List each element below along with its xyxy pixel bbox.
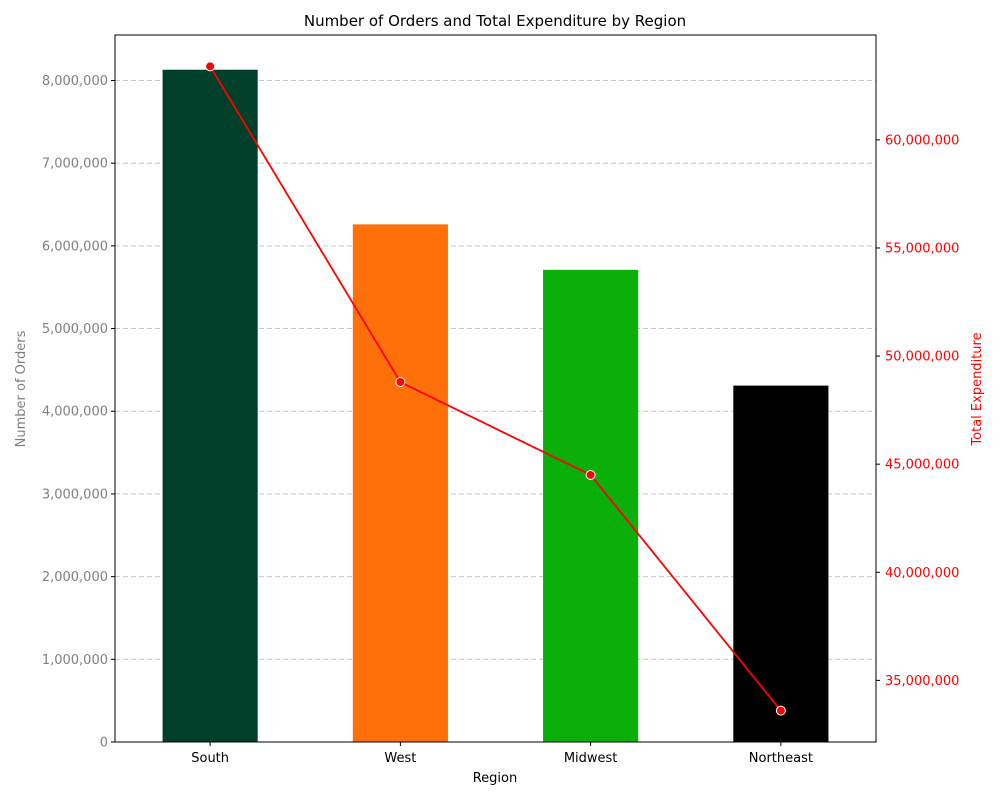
- expenditure-point-northeast: [775, 705, 786, 716]
- x-tick-label: West: [384, 751, 416, 766]
- expenditure-point-south: [205, 61, 216, 72]
- x-tick-label: Northeast: [749, 751, 813, 766]
- y-left-tick-label: 5,000,000: [42, 322, 108, 337]
- bar-northeast: [733, 385, 829, 742]
- y-left-tick-label: 1,000,000: [42, 653, 108, 668]
- y-axis-left-title: Number of Orders: [14, 330, 29, 447]
- y-left-tick-label: 7,000,000: [42, 157, 108, 172]
- bars: [162, 69, 829, 742]
- expenditure-line: [205, 61, 786, 716]
- x-axis-title: Region: [473, 771, 518, 786]
- y-left-tick-label: 3,000,000: [42, 487, 108, 502]
- y-right-tick-label: 60,000,000: [885, 133, 959, 148]
- expenditure-line-path: [209, 65, 782, 712]
- y-right-tick-label: 45,000,000: [885, 458, 959, 473]
- axes: 0 1,000,000 2,000,000 3,000,000 4,000,000 5,0…: [42, 34, 959, 766]
- bar-west: [352, 224, 448, 742]
- y-left-tick-label: 0: [100, 736, 108, 751]
- y-left-tick-label: 6,000,000: [42, 239, 108, 254]
- x-tick-label: Midwest: [564, 751, 618, 766]
- y-left-tick-label: 8,000,000: [42, 74, 108, 89]
- chart-title: Number of Orders and Total Expenditure b…: [304, 12, 686, 30]
- y-left-tick-label: 4,000,000: [42, 405, 108, 420]
- y-right-tick-label: 55,000,000: [885, 241, 959, 256]
- x-tick-label: South: [191, 751, 229, 766]
- y-right-tick-label: 35,000,000: [885, 674, 959, 689]
- y-right-tick-label: 40,000,000: [885, 566, 959, 581]
- expenditure-point-west: [395, 377, 406, 388]
- expenditure-point-midwest: [585, 469, 596, 480]
- y-right-tick-label: 50,000,000: [885, 350, 959, 365]
- plot-frame: [114, 34, 877, 743]
- bar-midwest: [543, 269, 639, 742]
- y-axis-right-title: Total Expenditure: [970, 332, 985, 446]
- y-left-tick-label: 2,000,000: [42, 570, 108, 585]
- bar-south: [162, 69, 258, 742]
